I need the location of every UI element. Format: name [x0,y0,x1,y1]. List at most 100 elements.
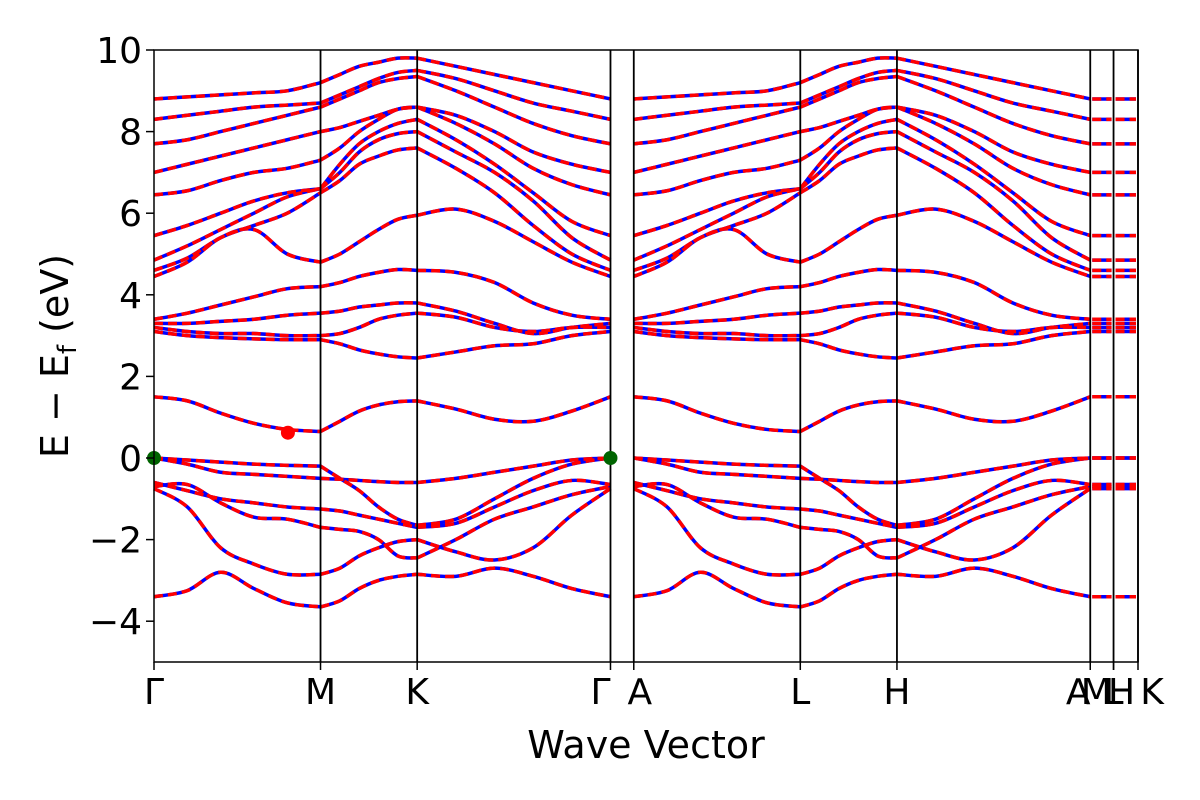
band-line [896,56,1091,101]
band-line [417,268,611,322]
band-line [416,68,611,122]
band-line [633,325,801,338]
y-tick-label: −4 [89,602,142,643]
band-line [320,105,418,134]
band-line [799,68,898,105]
band-line [798,117,898,190]
band-line [153,456,321,481]
band-line [320,311,418,338]
band-line [799,129,898,191]
band-line [896,268,1091,322]
band-series-dashed-red [153,56,1136,609]
band-line [153,311,321,326]
band-line [153,395,321,434]
band-edge-markers [147,425,618,465]
y-axis-label-subscript: f [53,344,83,354]
band-line [896,74,1091,146]
band-line [799,105,898,134]
band-line [633,227,801,279]
band-line [416,456,611,528]
y-tick-label: 4 [119,276,142,317]
band-line [896,130,1092,262]
band-line [896,207,1091,279]
band-line [799,56,897,85]
y-tick-label: 10 [96,31,142,72]
band-line [799,213,898,264]
band-line [320,525,418,560]
band-line [800,507,898,530]
band-line [320,337,418,360]
marker-cbm [280,425,295,440]
band-line [319,56,418,85]
x-tick-label: H [1108,672,1135,713]
band-line [896,105,1091,175]
band-line [153,129,321,175]
band-line [319,572,418,609]
band-line [319,399,418,434]
band-line [416,487,612,562]
band-line [153,186,321,238]
band-line [416,105,611,175]
band-line [896,301,1091,336]
band-line [153,187,321,262]
band-line [799,399,898,434]
band-line [319,399,418,434]
band-line [153,101,321,122]
band-line [896,456,1091,528]
band-line [153,284,321,322]
band-line [416,56,611,101]
band-line [896,68,1091,122]
band-line [633,186,801,238]
x-tick-label: K [1140,672,1165,713]
y-tick-label: 8 [119,113,142,154]
x-tick-label: L [790,672,810,713]
band-line [896,117,1091,238]
band-line [896,484,1091,560]
band-line [799,572,898,609]
band-line [319,213,418,264]
band-line [799,337,898,360]
band-line [799,74,898,109]
band-line [153,191,322,272]
band-line [416,130,612,262]
marker-vbm [603,451,618,465]
band-line [416,484,611,560]
band-line [417,566,611,599]
band-line [799,146,898,195]
x-tick-label: L [1104,672,1124,713]
x-tick-label: A [627,672,652,713]
band-line [896,146,1091,272]
band-line [633,129,801,175]
band-line [896,130,1092,262]
band-line [896,329,1091,360]
band-line [633,570,801,609]
band-line [633,311,801,326]
band-line [416,117,612,238]
band-line [633,284,801,322]
band-line [633,101,801,122]
band-line [633,80,801,101]
band-line [416,329,611,360]
band-line [632,487,801,577]
band-line [319,117,418,190]
band-line [319,146,418,195]
band-line [320,507,418,530]
band-line [319,464,418,527]
x-tick-label: M [305,672,336,713]
band-line [633,227,801,279]
band-line [416,130,612,262]
band-line [800,311,898,338]
band-line [319,105,418,162]
x-tick-label: Γ [590,672,610,713]
band-line [416,301,611,336]
band-line [416,456,611,485]
band-line [633,481,801,530]
band-line [799,267,898,289]
band-line [633,456,801,468]
band-line [153,80,321,101]
band-line [153,570,321,609]
x-tick-label: M [1081,672,1112,713]
x-tick-label: Γ [144,672,164,713]
